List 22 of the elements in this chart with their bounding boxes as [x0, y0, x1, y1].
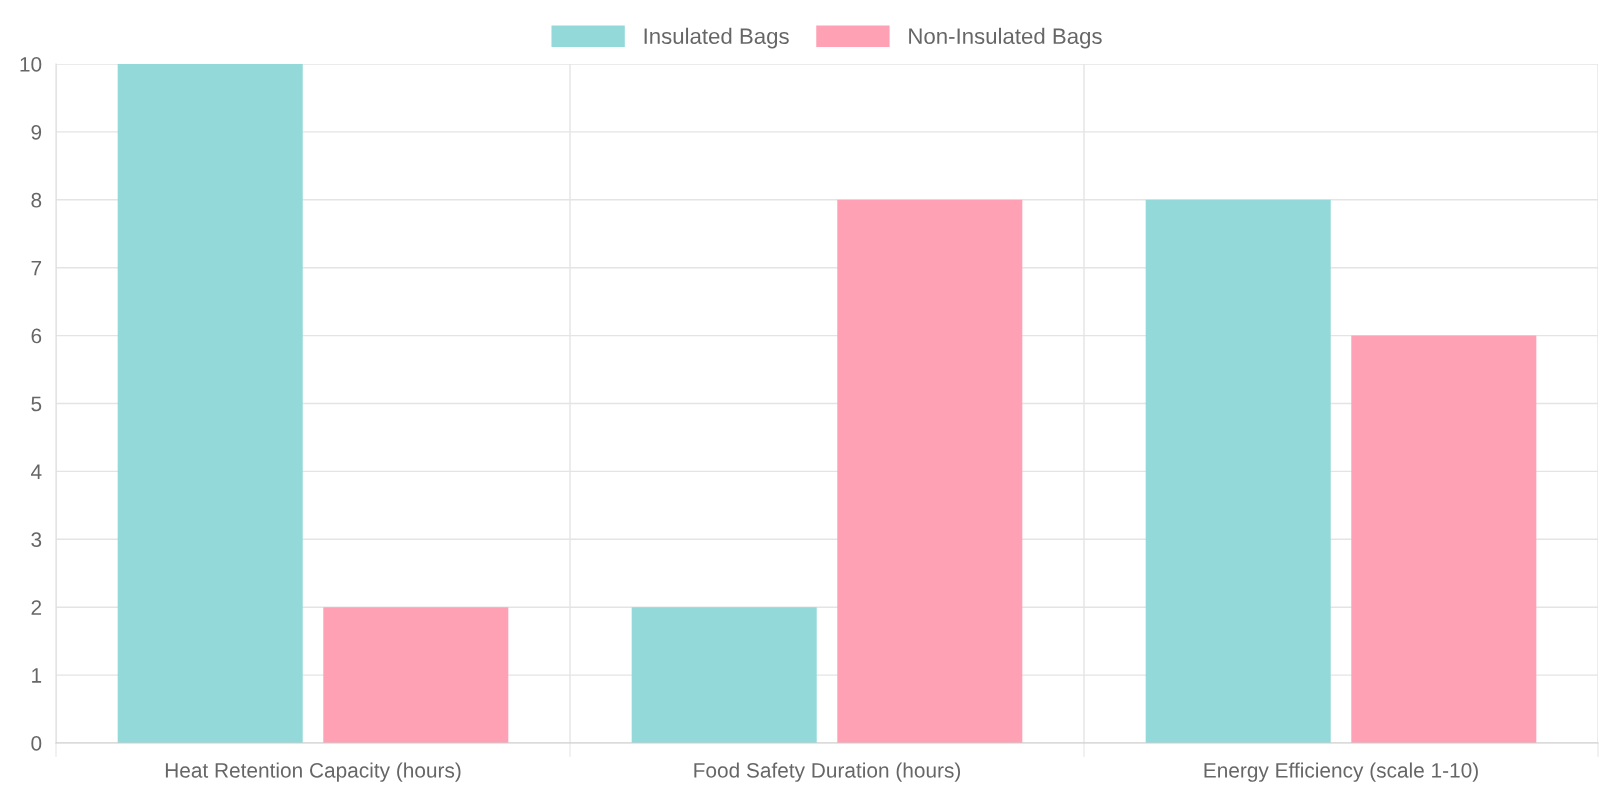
y-tick-label: 5	[31, 396, 42, 412]
bar	[1145, 199, 1331, 743]
y-tick-label: 4	[31, 464, 42, 479]
y-tick-label: 2	[31, 600, 42, 615]
x-tick-label: Energy Efficiency (scale 1-10)	[1204, 762, 1478, 782]
bar	[837, 199, 1023, 743]
legend-label: Insulated Bags	[644, 27, 789, 49]
y-tick-label: 9	[31, 124, 42, 140]
bar	[117, 64, 303, 743]
y-tick-label: 0	[31, 736, 42, 751]
y-tick-label: 1	[32, 668, 42, 683]
x-tick-label: Heat Retention Capacity (hours)	[165, 762, 461, 782]
y-tick-label: 6	[31, 328, 42, 344]
y-tick-label: 10	[20, 57, 42, 72]
bar	[1351, 335, 1537, 743]
x-tick-label: Food Safety Duration (hours)	[694, 762, 961, 782]
y-tick-label: 8	[31, 192, 42, 208]
y-tick-label: 7	[31, 260, 42, 276]
bar	[323, 607, 509, 743]
legend-label: Non-Insulated Bags	[909, 27, 1102, 49]
bar	[631, 607, 817, 743]
y-tick-label: 3	[31, 532, 42, 548]
